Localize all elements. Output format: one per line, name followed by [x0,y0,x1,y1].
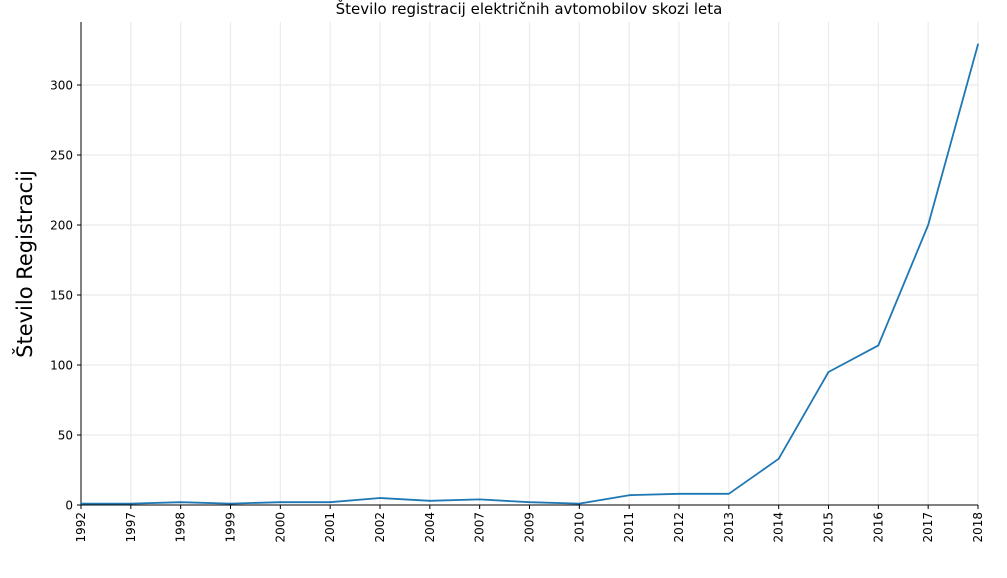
x-tick-label: 1999 [224,512,238,543]
x-tick-label: 2000 [273,512,287,543]
x-tick-label: 2014 [772,512,786,543]
data-point [727,492,730,495]
data-point [628,494,631,497]
x-tick-label: 2001 [323,512,337,543]
x-tick-label: 1998 [174,512,188,543]
x-tick-label: 2017 [921,512,935,543]
x-tick-label: 2016 [871,512,885,543]
data-point [827,371,830,373]
data-point [478,498,481,501]
data-point [927,224,930,226]
data-point [80,502,82,505]
y-axis-title: Število Registracij [12,170,37,358]
chart-title: Število registracij električnih avtomobi… [336,0,723,18]
y-axis-ticks: 0 50 100 150 200 250 300 [50,79,81,513]
x-axis-ticks: 1992 1997 1998 1999 2000 2001 2002 2004 2007 2009… [74,505,985,543]
x-tick-label: 2013 [722,512,736,543]
y-tick-label: 100 [50,359,73,373]
x-tick-label: 2015 [822,512,836,543]
y-tick-label: 300 [50,79,73,93]
data-point [428,499,431,502]
y-tick-label: 150 [50,289,73,303]
data-point [329,501,332,504]
x-tick-label: 2012 [672,512,686,543]
y-tick-label: 250 [50,149,73,163]
data-point [528,501,531,504]
y-tick-label: 50 [58,429,73,443]
y-tick-label: 0 [65,499,73,513]
series-group [80,43,979,505]
x-tick-label: 2002 [373,512,387,543]
x-tick-label: 2011 [622,512,636,543]
data-point [179,501,182,504]
x-tick-label: 1997 [124,512,138,543]
data-point [977,43,979,46]
data-point [877,344,880,347]
x-tick-label: 2009 [523,512,537,543]
grid [81,22,979,505]
y-tick-label: 200 [50,219,73,233]
data-point [379,497,381,499]
x-tick-label: 2007 [473,512,487,543]
x-tick-label: 2018 [971,512,985,543]
data-point [229,502,232,505]
data-point [777,457,780,460]
x-tick-label: 2004 [423,512,437,543]
x-tick-label: 2010 [572,512,586,543]
x-tick-label: 1992 [74,512,88,543]
data-point [129,502,132,505]
data-point [279,501,282,504]
data-point [678,492,680,495]
data-point [578,502,581,505]
